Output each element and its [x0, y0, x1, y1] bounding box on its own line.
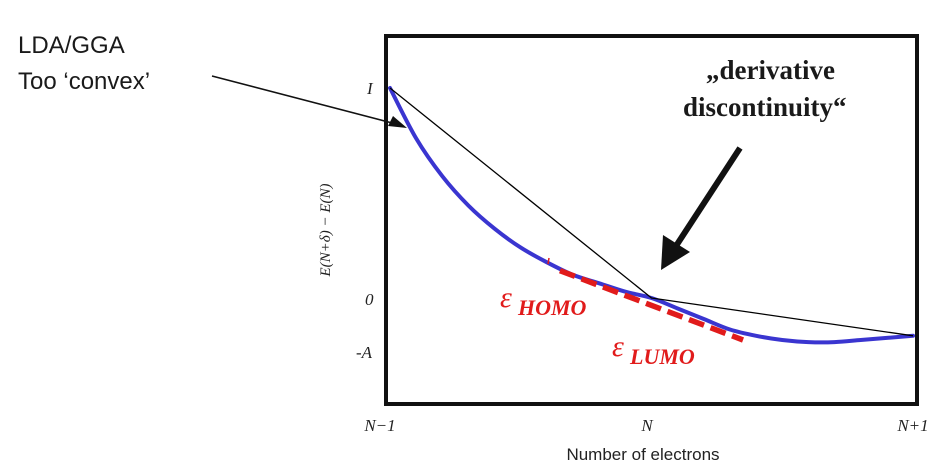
y-tick-label-zero: 0	[365, 290, 374, 309]
lda-label-line1: LDA/GGA	[18, 32, 125, 59]
eps-homo-subscript: HOMO	[517, 295, 587, 320]
derivative-arrow-line	[673, 146, 743, 248]
exact-linear-segments	[389, 87, 914, 337]
x-tick-label-right: N+1	[896, 416, 928, 435]
eps-lumo-symbol: ε	[612, 330, 624, 363]
y-tick-label-top: I	[366, 79, 374, 98]
derivative-label-line1: „derivative	[706, 55, 835, 85]
x-tick-label-left: N−1	[363, 416, 395, 435]
plot-frame	[384, 34, 919, 406]
lda-label-line2: Too ‘convex’	[18, 68, 150, 95]
eps-lumo-subscript: LUMO	[629, 344, 695, 369]
series-layer	[388, 86, 915, 345]
lda-arrow-head	[388, 116, 407, 128]
x-tick-label-mid: N	[640, 416, 654, 435]
homo-lumo-dashed-line	[559, 268, 744, 343]
lda-arrow-line	[211, 75, 397, 125]
derivative-label-line2: discontinuity“	[683, 92, 847, 122]
x-axis-title: Number of electrons	[566, 445, 719, 464]
small-red-tick	[547, 257, 550, 265]
y-tick-label-bottom: -A	[356, 343, 373, 362]
derivative-arrow-head	[661, 235, 690, 270]
eps-homo-symbol: ε	[500, 281, 512, 314]
y-axis-title: E(N+δ) − E(N)	[318, 183, 334, 277]
